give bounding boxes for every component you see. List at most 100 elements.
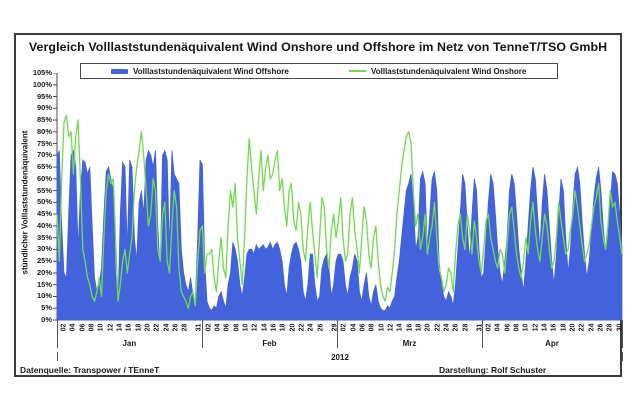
day-tick-label: 08 [368,323,376,332]
year-axis-tick [622,352,623,361]
y-tick-label: 90% [36,103,52,113]
day-tick-label: 14 [261,323,269,332]
day-tick-label: 24 [588,323,596,332]
day-tick-label: 24 [307,323,315,332]
y-tick-label: 65% [36,162,52,172]
day-tick-label: 26 [597,323,605,332]
y-tick-label: 100% [32,79,52,89]
day-tick-label: 20 [144,323,152,332]
day-tick-label: 22 [153,323,161,332]
y-tick-label: 10% [36,291,52,301]
day-tick-label: 02 [485,323,493,332]
day-tick-label: 18 [560,323,568,332]
month-label: Mrz [402,339,417,348]
data-source-note: Datenquelle: Transpower / TEnneT [20,365,160,375]
day-tick-label: 16 [125,323,133,332]
day-tick-label: 06 [504,323,512,332]
day-tick-label: 08 [88,323,96,332]
day-tick-label: 10 [522,323,530,332]
day-tick-label: 04 [69,323,77,332]
y-tick-label: 50% [36,197,52,207]
y-tick-label: 45% [36,209,52,219]
onshore-line-swatch [349,70,366,72]
onshore-line-series [56,114,623,309]
day-tick-label: 06 [359,323,367,332]
offshore-area-swatch [111,68,128,74]
y-tick-label: 30% [36,244,52,254]
month-separator-line [201,320,203,348]
day-tick-label: 08 [513,323,521,332]
day-tick-label: 18 [279,323,287,332]
author-note: Darstellung: Rolf Schuster [439,365,547,375]
day-tick-label: 14 [541,323,549,332]
day-tick-label: 26 [317,323,325,332]
month-label: Apr [545,339,559,348]
day-tick-label: 16 [550,323,558,332]
day-tick-label: 10 [97,323,105,332]
y-tick-label: 0% [41,315,52,324]
y-tick-label: 105% [32,68,52,77]
day-tick-label: 28 [462,323,470,332]
legend-label-offshore: Volllaststundenäquivalent Wind Offshore [133,66,289,76]
day-tick-label: 08 [233,323,241,332]
month-separator-line [622,320,623,348]
y-tick-label: 15% [36,279,52,289]
day-tick-label: 12 [532,323,540,332]
year-label: 2012 [331,353,349,362]
day-tick-label: 18 [415,323,423,332]
day-tick-label: 12 [251,323,259,332]
y-tick-label: 85% [36,115,52,125]
day-tick-label: 14 [396,323,404,332]
day-tick-label: 28 [606,323,614,332]
day-tick-label: 02 [60,323,68,332]
day-tick-label: 26 [452,323,460,332]
month-label: Jan [122,339,137,348]
day-tick-label: 04 [494,323,502,332]
day-tick-label: 22 [298,323,306,332]
day-tick-label: 14 [116,323,124,332]
y-tick-label: 5% [41,303,52,313]
day-tick-label: 20 [289,323,297,332]
month-separator-line [337,320,339,348]
day-tick-label: 10 [378,323,386,332]
day-tick-label: 22 [578,323,586,332]
day-tick-label: 22 [434,323,442,332]
day-tick-label: 16 [406,323,414,332]
y-tick-label: 75% [36,138,52,148]
day-tick-label: 28 [181,323,189,332]
day-tick-label: 20 [424,323,432,332]
plot-area [53,73,623,321]
day-tick-label: 06 [223,323,231,332]
y-tick-label: 55% [36,185,52,195]
day-tick-label: 16 [270,323,278,332]
day-tick-label: 04 [350,323,357,332]
day-tick-label: 12 [387,323,395,332]
y-tick-label: 25% [36,256,52,266]
day-tick-label: 06 [79,323,87,332]
day-tick-label: 20 [569,323,577,332]
y-tick-label: 70% [36,150,52,160]
day-tick-label: 10 [242,323,250,332]
day-tick-label: 18 [135,323,143,332]
day-tick-label: 24 [443,323,451,332]
chart-title: Vergleich Volllaststundenäquivalent Wind… [28,40,608,54]
chart-frame: Vergleich Volllaststundenäquivalent Wind… [14,33,623,377]
offshore-area-series [56,149,623,321]
y-tick-label: 95% [36,91,52,101]
day-tick-label: 04 [214,323,222,332]
day-tick-label: 02 [340,323,348,332]
month-label: Feb [262,339,277,348]
legend-entry-offshore: Volllaststundenäquivalent Wind Offshore [111,64,289,78]
legend-label-onshore: Volllaststundenäquivalent Wind Onshore [371,66,527,76]
day-tick-label: 26 [172,323,180,332]
day-tick-label: 12 [107,323,115,332]
y-tick-label: 35% [36,232,52,242]
month-separator-line [481,320,483,348]
y-tick-label: 80% [36,126,52,136]
y-tick-label: 20% [36,267,52,277]
day-tick-label: 02 [205,323,213,332]
legend-entry-onshore: Volllaststundenäquivalent Wind Onshore [349,64,526,78]
y-tick-label: 60% [36,173,52,183]
day-tick-label: 24 [163,323,171,332]
